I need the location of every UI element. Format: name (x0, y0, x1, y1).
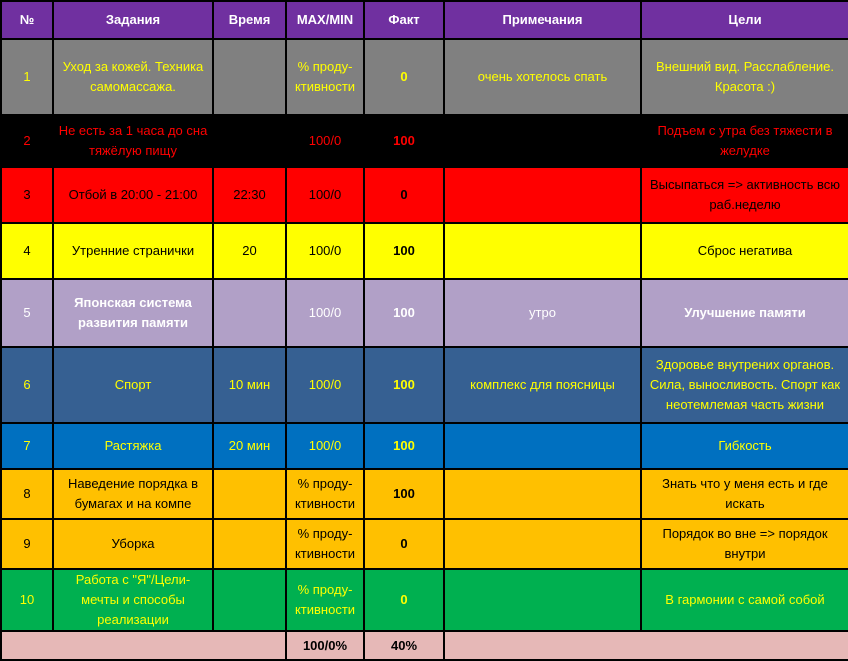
task-cell[interactable]: Работа с "Я"/Цели-мечты и способы реализ… (52, 568, 214, 632)
row-number[interactable]: 10 (0, 568, 54, 632)
time-cell[interactable] (212, 38, 287, 116)
goal-cell[interactable]: Здоровье внутрених органов. Сила, выносл… (640, 346, 848, 424)
time-cell[interactable] (212, 518, 287, 570)
note-cell[interactable]: комплекс для поясницы (443, 346, 642, 424)
header-row: № Задания Время MAX/MIN Факт Примечания … (0, 0, 848, 40)
summary-fact-cell[interactable]: 40% (363, 630, 445, 661)
header-number[interactable]: № (0, 0, 54, 40)
row-number[interactable]: 9 (0, 518, 54, 570)
goal-cell[interactable]: Внешний вид. Расслабление. Красота :) (640, 38, 848, 116)
maxmin-cell[interactable]: 100/0 (285, 166, 365, 224)
time-cell[interactable] (212, 468, 287, 520)
time-cell[interactable]: 10 мин (212, 346, 287, 424)
task-cell[interactable]: Не есть за 1 часа до сна тяжёлую пищу (52, 114, 214, 168)
task-cell[interactable]: Растяжка (52, 422, 214, 470)
header-time[interactable]: Время (212, 0, 287, 40)
time-cell[interactable] (212, 568, 287, 632)
table-row: 6 Спорт 10 мин 100/0 100 комплекс для по… (0, 346, 848, 424)
row-number[interactable]: 2 (0, 114, 54, 168)
note-cell[interactable]: очень хотелось спать (443, 38, 642, 116)
fact-cell[interactable]: 0 (363, 38, 445, 116)
table-row: 5 Японская система развития памяти 100/0… (0, 278, 848, 348)
note-cell[interactable] (443, 568, 642, 632)
task-cell[interactable]: Наведение порядка в бумагах и на компе (52, 468, 214, 520)
header-fact[interactable]: Факт (363, 0, 445, 40)
maxmin-cell[interactable]: % проду-ктивности (285, 518, 365, 570)
summary-notes-cell[interactable] (443, 630, 848, 661)
row-number[interactable]: 8 (0, 468, 54, 520)
task-cell[interactable]: Спорт (52, 346, 214, 424)
goal-cell[interactable]: Улучшение памяти (640, 278, 848, 348)
table-row: 7 Растяжка 20 мин 100/0 100 Гибкость (0, 422, 848, 470)
row-number[interactable]: 7 (0, 422, 54, 470)
goal-cell[interactable]: Знать что у меня есть и где искать (640, 468, 848, 520)
goal-cell[interactable]: Порядок во вне => порядок внутри (640, 518, 848, 570)
row-number[interactable]: 1 (0, 38, 54, 116)
fact-cell[interactable]: 100 (363, 346, 445, 424)
fact-cell[interactable]: 0 (363, 518, 445, 570)
table-row: 9 Уборка % проду-ктивности 0 Порядок во … (0, 518, 848, 570)
fact-cell[interactable]: 100 (363, 114, 445, 168)
goal-cell[interactable]: Подъем с утра без тяжести в желудке (640, 114, 848, 168)
row-number[interactable]: 5 (0, 278, 54, 348)
time-cell[interactable]: 20 (212, 222, 287, 280)
maxmin-cell[interactable]: 100/0 (285, 422, 365, 470)
fact-cell[interactable]: 100 (363, 468, 445, 520)
fact-cell[interactable]: 0 (363, 166, 445, 224)
row-number[interactable]: 6 (0, 346, 54, 424)
fact-cell[interactable]: 100 (363, 222, 445, 280)
fact-cell[interactable]: 100 (363, 278, 445, 348)
table-row: 10 Работа с "Я"/Цели-мечты и способы реа… (0, 568, 848, 632)
note-cell[interactable] (443, 468, 642, 520)
maxmin-cell[interactable]: 100/0 (285, 114, 365, 168)
maxmin-cell[interactable]: 100/0 (285, 222, 365, 280)
maxmin-cell[interactable]: 100/0 (285, 346, 365, 424)
time-cell[interactable]: 20 мин (212, 422, 287, 470)
time-cell[interactable] (212, 114, 287, 168)
row-number[interactable]: 4 (0, 222, 54, 280)
fact-cell[interactable]: 100 (363, 422, 445, 470)
summary-row: 100/0% 40% (0, 630, 848, 661)
note-cell[interactable] (443, 114, 642, 168)
summary-empty-cell[interactable] (0, 630, 287, 661)
table-row: 2 Не есть за 1 часа до сна тяжёлую пищу … (0, 114, 848, 168)
time-cell[interactable] (212, 278, 287, 348)
task-cell[interactable]: Японская система развития памяти (52, 278, 214, 348)
goal-cell[interactable]: Высыпаться => активность всю раб.неделю (640, 166, 848, 224)
table-row: 1 Уход за кожей. Техника самомассажа. % … (0, 38, 848, 116)
table-row: 4 Утренние странички 20 100/0 100 Сброс … (0, 222, 848, 280)
goal-cell[interactable]: Гибкость (640, 422, 848, 470)
fact-cell[interactable]: 0 (363, 568, 445, 632)
table-row: 3 Отбой в 20:00 - 21:00 22:30 100/0 0 Вы… (0, 166, 848, 224)
time-cell[interactable]: 22:30 (212, 166, 287, 224)
header-goals[interactable]: Цели (640, 0, 848, 40)
note-cell[interactable] (443, 166, 642, 224)
maxmin-cell[interactable]: % проду-ктивности (285, 38, 365, 116)
note-cell[interactable] (443, 422, 642, 470)
note-cell[interactable] (443, 222, 642, 280)
task-cell[interactable]: Уборка (52, 518, 214, 570)
note-cell[interactable] (443, 518, 642, 570)
summary-maxmin-cell[interactable]: 100/0% (285, 630, 365, 661)
maxmin-cell[interactable]: % проду-ктивности (285, 468, 365, 520)
goal-cell[interactable]: В гармонии с самой собой (640, 568, 848, 632)
note-cell[interactable]: утро (443, 278, 642, 348)
task-cell[interactable]: Уход за кожей. Техника самомассажа. (52, 38, 214, 116)
table-row: 8 Наведение порядка в бумагах и на компе… (0, 468, 848, 520)
header-notes[interactable]: Примечания (443, 0, 642, 40)
header-tasks[interactable]: Задания (52, 0, 214, 40)
goal-cell[interactable]: Сброс негатива (640, 222, 848, 280)
maxmin-cell[interactable]: % проду-ктивности (285, 568, 365, 632)
row-number[interactable]: 3 (0, 166, 54, 224)
task-cell[interactable]: Утренние странички (52, 222, 214, 280)
header-maxmin[interactable]: MAX/MIN (285, 0, 365, 40)
task-cell[interactable]: Отбой в 20:00 - 21:00 (52, 166, 214, 224)
maxmin-cell[interactable]: 100/0 (285, 278, 365, 348)
